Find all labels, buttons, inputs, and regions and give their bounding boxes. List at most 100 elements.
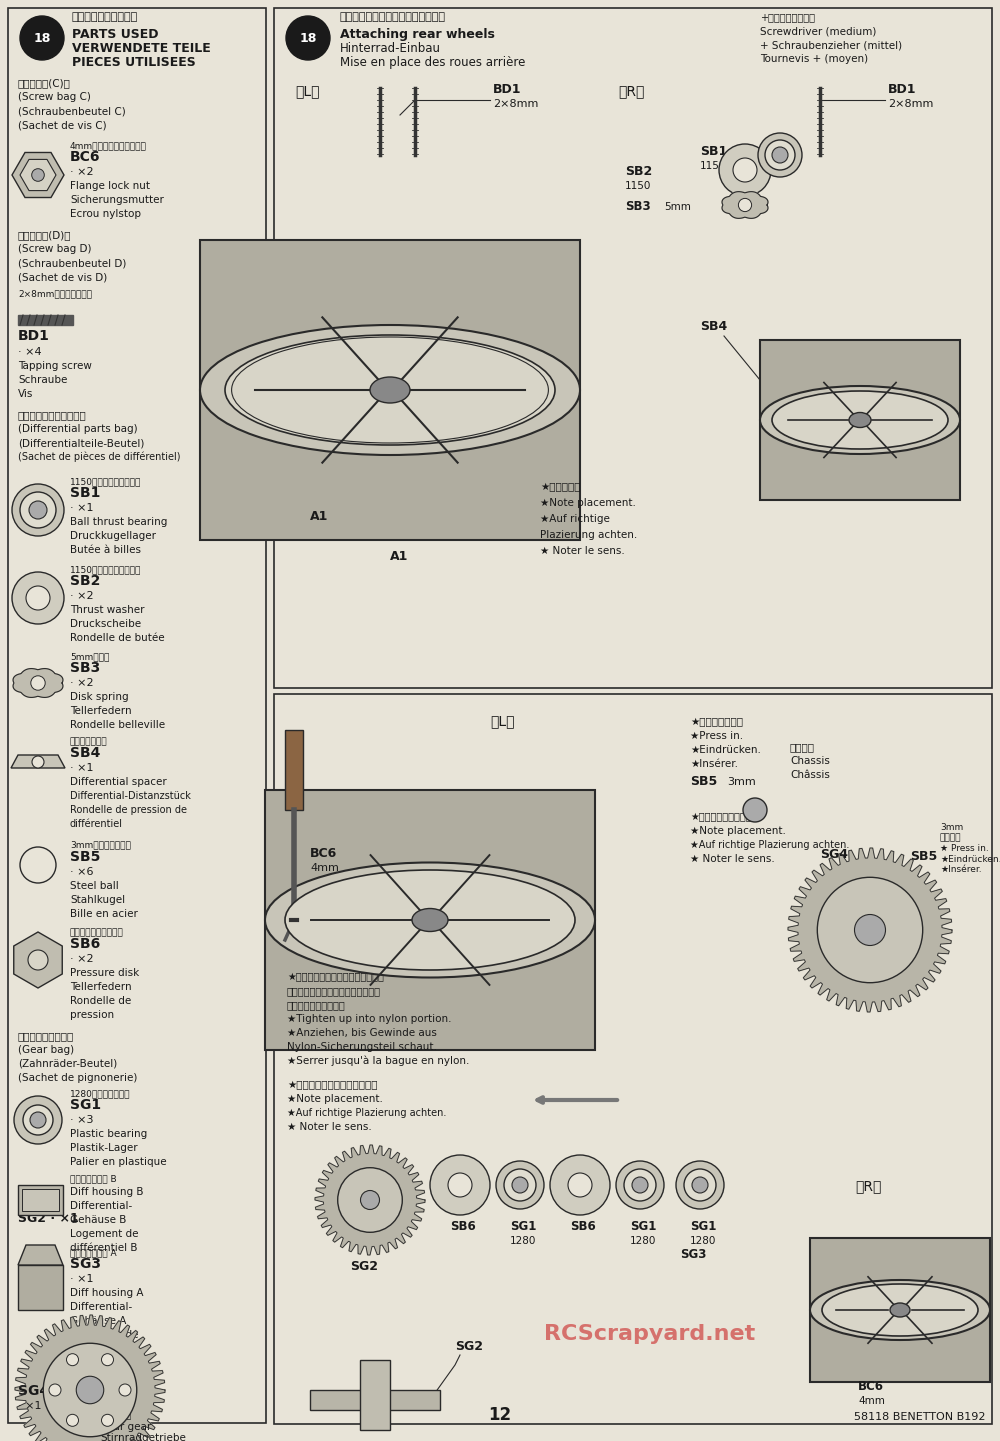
Text: · ×6: · ×6 bbox=[70, 867, 94, 878]
Polygon shape bbox=[788, 847, 952, 1012]
Text: 5mm皿バネ: 5mm皿バネ bbox=[70, 651, 109, 661]
Circle shape bbox=[360, 1190, 380, 1209]
Text: SG2 · ×1: SG2 · ×1 bbox=[18, 1212, 79, 1225]
Text: A1: A1 bbox=[310, 510, 328, 523]
Text: ★向きに注意: ★向きに注意 bbox=[540, 481, 580, 491]
Bar bbox=[274, 695, 992, 1424]
Circle shape bbox=[448, 1173, 472, 1197]
Text: Bille en acier: Bille en acier bbox=[70, 909, 138, 919]
Circle shape bbox=[568, 1173, 592, 1197]
Text: BC6: BC6 bbox=[858, 1380, 884, 1393]
Circle shape bbox=[632, 1177, 648, 1193]
Ellipse shape bbox=[200, 326, 580, 455]
Text: Stahlkugel: Stahlkugel bbox=[70, 895, 125, 905]
Circle shape bbox=[743, 798, 767, 821]
Polygon shape bbox=[11, 755, 65, 768]
Text: デフハウジング B: デフハウジング B bbox=[70, 1174, 117, 1183]
Text: (Screw bag C): (Screw bag C) bbox=[18, 92, 91, 102]
Text: 4mmフランジロックナット: 4mmフランジロックナット bbox=[70, 141, 147, 150]
Text: SB4: SB4 bbox=[700, 320, 727, 333]
Text: 18: 18 bbox=[33, 32, 51, 45]
Text: Plastic bearing: Plastic bearing bbox=[70, 1128, 147, 1138]
Text: SG1: SG1 bbox=[510, 1221, 536, 1233]
Ellipse shape bbox=[285, 870, 575, 970]
Text: （デフギヤー袋詰）: （デフギヤー袋詰） bbox=[18, 1030, 74, 1040]
Text: 18: 18 bbox=[299, 32, 317, 45]
Text: SB1: SB1 bbox=[700, 146, 727, 159]
Circle shape bbox=[616, 1161, 664, 1209]
Text: Plazierung achten.: Plazierung achten. bbox=[540, 530, 637, 540]
Text: Stirnradgetriebe: Stirnradgetriebe bbox=[100, 1432, 186, 1441]
Text: 4mm: 4mm bbox=[858, 1396, 885, 1406]
Ellipse shape bbox=[849, 412, 871, 428]
Text: SG3: SG3 bbox=[680, 1248, 706, 1261]
Text: SB2: SB2 bbox=[70, 574, 100, 588]
Text: SG2: SG2 bbox=[455, 1340, 483, 1353]
Text: · ×2: · ×2 bbox=[70, 591, 94, 601]
Text: BD1: BD1 bbox=[493, 84, 522, 97]
Text: Rondelle de butée: Rondelle de butée bbox=[70, 633, 165, 643]
Text: 〈R〉: 〈R〉 bbox=[618, 84, 644, 98]
Text: Druckscheibe: Druckscheibe bbox=[70, 620, 141, 630]
Text: Nylon-Sicherungsteil schaut.: Nylon-Sicherungsteil schaut. bbox=[287, 1042, 437, 1052]
Text: ★Eindrücken.: ★Eindrücken. bbox=[690, 745, 761, 755]
Circle shape bbox=[512, 1177, 528, 1193]
Polygon shape bbox=[315, 1146, 425, 1255]
Text: Butée à billes: Butée à billes bbox=[70, 545, 141, 555]
Text: 〈L〉: 〈L〉 bbox=[490, 713, 514, 728]
Circle shape bbox=[20, 16, 64, 61]
Text: Screwdriver (medium): Screwdriver (medium) bbox=[760, 26, 876, 36]
Bar bbox=[360, 1360, 390, 1429]
Circle shape bbox=[30, 1112, 46, 1128]
Text: Tellerfedern: Tellerfedern bbox=[70, 706, 132, 716]
Text: SB6: SB6 bbox=[450, 1221, 476, 1233]
Circle shape bbox=[49, 1383, 61, 1396]
Text: (Sachet de pièces de différentiel): (Sachet de pièces de différentiel) bbox=[18, 451, 180, 463]
Text: ★Tighten up into nylon portion.: ★Tighten up into nylon portion. bbox=[287, 1014, 452, 1025]
Ellipse shape bbox=[890, 1303, 910, 1317]
Text: SG3: SG3 bbox=[70, 1257, 101, 1271]
Text: Schraube: Schraube bbox=[18, 375, 67, 385]
Text: スパーギヤー: スパーギヤー bbox=[100, 1411, 132, 1419]
Text: ★最初に十字レンチ固定についてお: ★最初に十字レンチ固定についてお bbox=[287, 973, 384, 981]
Text: ★Note placement.: ★Note placement. bbox=[690, 826, 786, 836]
Text: (Differential parts bag): (Differential parts bag) bbox=[18, 424, 138, 434]
Text: BD1: BD1 bbox=[888, 84, 916, 97]
Text: Logement de: Logement de bbox=[70, 1330, 138, 1340]
Text: Châssis: Châssis bbox=[790, 769, 830, 780]
Text: 3mm: 3mm bbox=[727, 777, 756, 787]
Circle shape bbox=[684, 1169, 716, 1200]
Circle shape bbox=[550, 1156, 610, 1215]
Text: 4mm: 4mm bbox=[310, 863, 339, 873]
Text: （ビス袋詰(C)）: （ビス袋詰(C)） bbox=[18, 78, 71, 88]
Circle shape bbox=[29, 501, 47, 519]
Text: 〈R〉: 〈R〉 bbox=[855, 1179, 881, 1193]
Text: différentiel A: différentiel A bbox=[70, 1344, 138, 1355]
Text: (Zahnräder-Beutel): (Zahnräder-Beutel) bbox=[18, 1059, 117, 1069]
Text: BC6: BC6 bbox=[70, 150, 100, 164]
Text: ★ Noter le sens.: ★ Noter le sens. bbox=[690, 855, 775, 865]
Polygon shape bbox=[722, 192, 768, 219]
Text: Sicherungsmutter: Sicherungsmutter bbox=[70, 195, 164, 205]
Text: ★とりつける向きに注意: ★とりつける向きに注意 bbox=[690, 811, 758, 821]
Circle shape bbox=[102, 1414, 114, 1427]
Bar bbox=[810, 1238, 990, 1382]
Ellipse shape bbox=[772, 391, 948, 450]
Text: (Gear bag): (Gear bag) bbox=[18, 1045, 74, 1055]
Text: Plastik-Lager: Plastik-Lager bbox=[70, 1143, 138, 1153]
Circle shape bbox=[14, 1097, 62, 1144]
Polygon shape bbox=[13, 669, 63, 697]
Text: ★ Noter le sens.: ★ Noter le sens. bbox=[287, 1123, 372, 1133]
Text: SG4: SG4 bbox=[18, 1383, 49, 1398]
Text: 2×8mm: 2×8mm bbox=[493, 99, 538, 110]
Text: SG1: SG1 bbox=[70, 1098, 101, 1112]
Circle shape bbox=[23, 1105, 53, 1136]
Ellipse shape bbox=[760, 386, 960, 454]
Circle shape bbox=[12, 572, 64, 624]
Text: (Sachet de vis C): (Sachet de vis C) bbox=[18, 120, 107, 130]
Text: SB3: SB3 bbox=[70, 661, 100, 674]
Text: 1150: 1150 bbox=[700, 161, 726, 171]
Text: Steel ball: Steel ball bbox=[70, 880, 119, 891]
Text: · ×1: · ×1 bbox=[70, 1274, 94, 1284]
Text: Differential-: Differential- bbox=[70, 1303, 132, 1311]
